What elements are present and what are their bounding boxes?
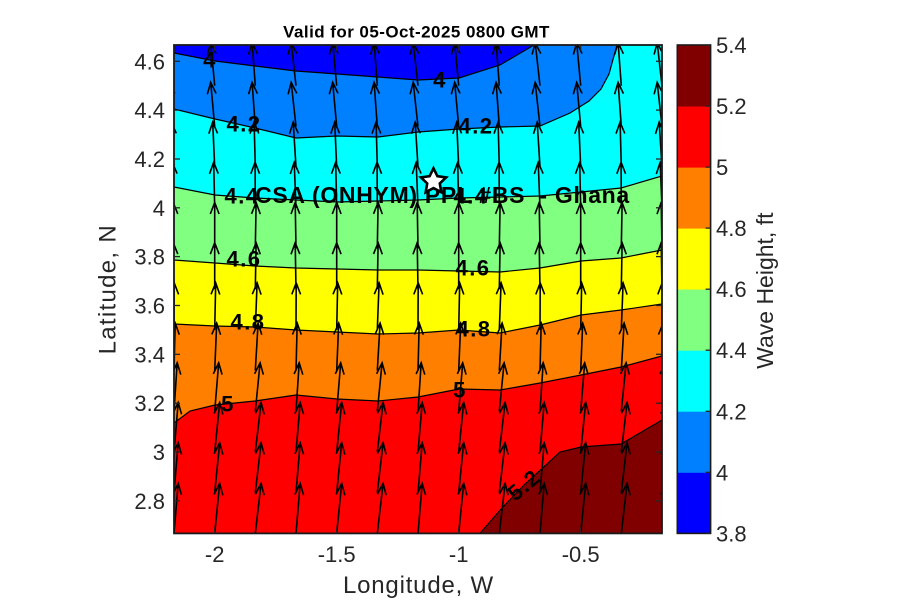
svg-text:4.4: 4.4 — [224, 184, 259, 209]
svg-text:Latitude, N: Latitude, N — [95, 224, 122, 354]
svg-text:3.8: 3.8 — [716, 521, 747, 546]
svg-text:Wave Height, ft: Wave Height, ft — [752, 212, 778, 369]
svg-text:4: 4 — [153, 196, 165, 221]
svg-text:4.4: 4.4 — [134, 98, 165, 123]
svg-text:5.2: 5.2 — [716, 94, 747, 119]
svg-text:4.6: 4.6 — [134, 49, 165, 74]
svg-text:2.8: 2.8 — [134, 489, 165, 514]
svg-text:5: 5 — [716, 155, 728, 180]
svg-text:Valid for 05-Oct-2025 0800 GMT: Valid for 05-Oct-2025 0800 GMT — [283, 23, 550, 42]
svg-text:4: 4 — [203, 48, 217, 73]
svg-text:4.8: 4.8 — [230, 310, 265, 335]
svg-text:4.2: 4.2 — [226, 112, 261, 137]
svg-text:-2: -2 — [205, 542, 225, 567]
svg-text:3.4: 3.4 — [134, 342, 165, 367]
svg-text:5: 5 — [221, 392, 235, 417]
svg-text:3: 3 — [153, 440, 165, 465]
svg-text:4.2: 4.2 — [716, 399, 747, 424]
svg-text:4: 4 — [716, 460, 728, 485]
svg-text:5: 5 — [453, 378, 467, 403]
svg-text:4.6: 4.6 — [455, 256, 490, 281]
svg-text:-0.5: -0.5 — [562, 542, 600, 567]
svg-text:3.6: 3.6 — [134, 294, 165, 319]
svg-text:4.6: 4.6 — [716, 277, 747, 302]
svg-text:Longitude, W: Longitude, W — [343, 572, 494, 599]
svg-text:4.6: 4.6 — [226, 247, 261, 272]
svg-text:3.8: 3.8 — [134, 245, 165, 270]
svg-text:4.8: 4.8 — [456, 317, 491, 342]
svg-text:-1: -1 — [449, 542, 469, 567]
svg-text:5.4: 5.4 — [716, 33, 747, 58]
svg-text:CSA (ONHYM) PPL #BS - Ghana: CSA (ONHYM) PPL #BS - Ghana — [255, 182, 630, 208]
svg-text:-1.5: -1.5 — [318, 542, 356, 567]
svg-text:4.2: 4.2 — [458, 114, 493, 139]
svg-text:3.2: 3.2 — [134, 391, 165, 416]
svg-text:4.8: 4.8 — [716, 216, 747, 241]
svg-text:4.4: 4.4 — [453, 184, 488, 209]
svg-text:4.2: 4.2 — [134, 147, 165, 172]
svg-text:4: 4 — [433, 68, 447, 93]
svg-text:4.4: 4.4 — [716, 338, 747, 363]
